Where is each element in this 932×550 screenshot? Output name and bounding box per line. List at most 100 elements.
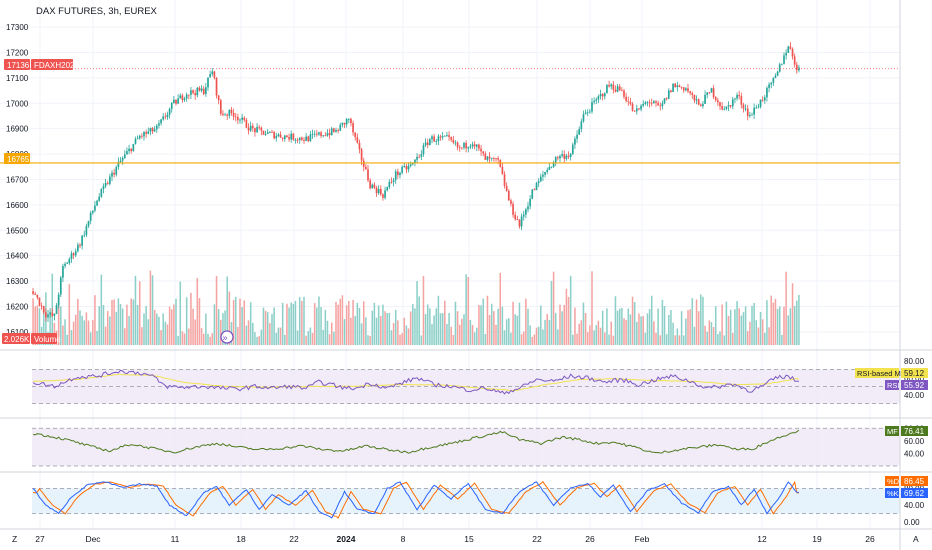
candle-body [254,128,256,133]
chart-title: DAX FUTURES, 3h, EUREX [36,6,158,17]
volume-bar [311,333,314,345]
volume-bar [181,331,184,345]
volume-bar [213,304,216,345]
candle-body [138,135,141,139]
volume-bar [405,325,408,345]
candle-body [232,112,235,117]
candle-body [36,294,39,298]
volume-bar [510,332,512,345]
zoom-icon[interactable]: Z [12,534,17,544]
volume-bar [151,275,154,345]
candle-body [173,99,175,103]
candle-body [631,103,634,111]
volume-bar [320,307,322,345]
volume-bar [183,333,186,345]
volume-bar [89,332,92,345]
candle-body [589,111,591,113]
volume-bar [102,305,105,345]
y-tick-label: 16200 [6,302,29,311]
volume-bar [352,299,354,345]
volume-bar [589,325,591,345]
candle-body [226,114,229,116]
auto-scale-button[interactable]: A [913,534,919,544]
volume-label-tag [31,333,57,344]
volume-bar [559,304,561,345]
volume-bar [621,307,623,345]
event-marker-icon[interactable] [220,330,234,344]
x-tick-label: 12 [757,534,767,544]
volume-bar [482,298,484,345]
candle-body [123,154,126,158]
volume-bar [179,281,182,345]
volume-bar [256,336,258,345]
d-label: %D [887,477,900,486]
volume-bar [486,295,489,345]
candle-body [89,212,92,221]
candle-body [128,148,130,152]
candle-body [606,84,608,94]
candle-body [121,157,124,161]
y-tick-label: 16900 [6,125,29,134]
candle-body [599,93,602,97]
volume-bar [670,310,672,345]
volume-bar [234,296,237,345]
candle-body [258,126,261,128]
volume-bar [522,331,525,345]
candle-body [341,122,344,125]
candle-body [471,144,474,147]
volume-bar [330,322,333,345]
candle-body [740,96,743,105]
volume-bar [326,320,329,345]
volume-bar [493,311,495,345]
volume-bar [606,308,608,345]
volume-bar [467,277,470,345]
candle-body [525,209,527,215]
volume-bar [164,321,167,345]
candle-body [345,119,348,125]
volume-bar [220,319,222,345]
stoch-d-line [32,480,799,519]
candle-body [151,127,154,132]
candle-body [275,135,278,139]
mf-value-tag [901,426,928,436]
y-tick-label: 16500 [6,226,29,235]
candle-body [676,85,679,88]
candle-body [307,136,310,142]
candle-body [420,154,423,157]
volume-bar [153,309,156,345]
candle-body [461,147,463,149]
x-tick-label: 18 [236,534,246,544]
volume-bar [484,333,487,345]
volume-bar [567,296,570,345]
indicator-lines [32,369,800,519]
candle-body [625,96,627,101]
candle-body [661,103,664,107]
candle-body [279,134,282,138]
volume-bar [655,332,657,345]
volume-bar [294,300,297,345]
candle-body [527,206,529,210]
volume-bar [275,332,278,345]
event-marker-glyph: » [223,333,228,343]
volume-bar [188,328,190,345]
candle-body [403,166,406,167]
candle-body [667,90,670,99]
volume-bar [345,305,348,345]
y-tick-label: 16400 [6,252,29,261]
volume-bar [388,312,391,345]
volume-bar [92,319,94,345]
candle-body [595,99,598,101]
candle-body [158,123,160,126]
volume-bar [96,330,98,345]
volume-bar [369,336,371,345]
candle-body [717,100,719,103]
volume-bar [339,298,342,345]
candle-body [729,105,732,107]
volume-bar [87,320,90,345]
candle-body [375,187,378,194]
volume-bar [653,321,655,345]
volume-bar [239,298,241,345]
volume-bar [106,311,109,345]
candle-body [680,86,683,88]
